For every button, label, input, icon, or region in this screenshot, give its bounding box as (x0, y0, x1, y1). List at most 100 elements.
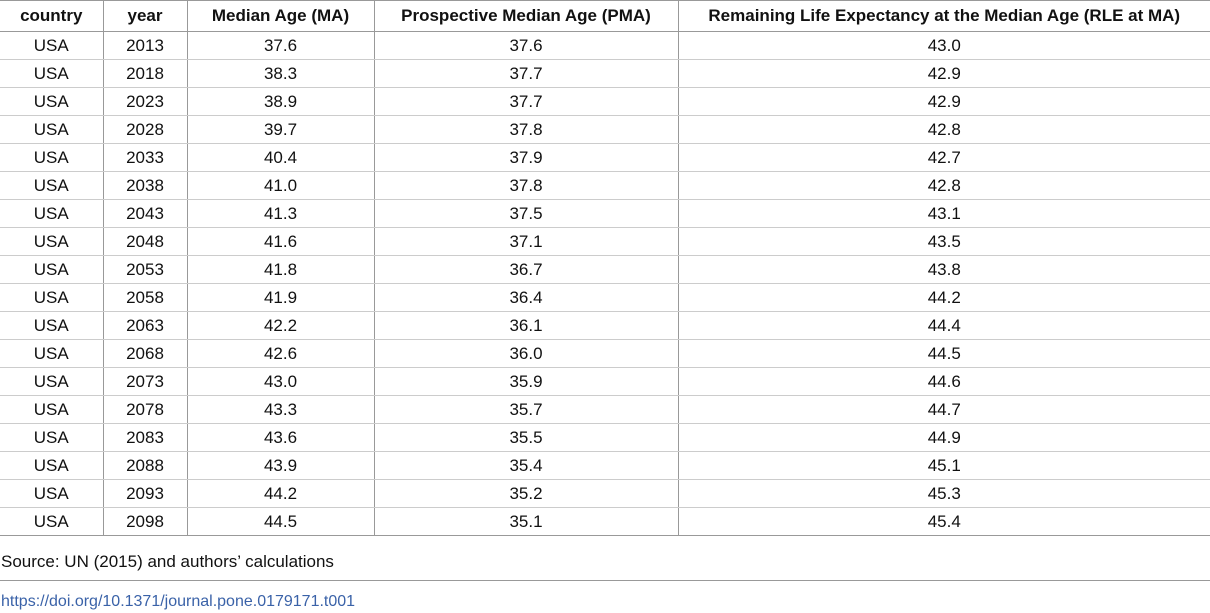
table-row: USA 2023 38.9 37.7 42.9 (0, 87, 1210, 116)
table-row: USA 2063 42.2 36.1 44.4 (0, 311, 1210, 340)
table-cell: 2068 (102, 339, 187, 368)
table-cell: 37.8 (373, 115, 678, 144)
table-row: USA 2033 40.4 37.9 42.7 (0, 143, 1210, 172)
table-cell: 37.7 (373, 87, 678, 116)
table-cell: 2038 (102, 171, 187, 200)
table-cell: 35.4 (373, 451, 678, 480)
table-cell: 39.7 (186, 115, 374, 144)
column-header: year (102, 0, 187, 32)
table-cell: 2028 (102, 115, 187, 144)
table-row: USA 2028 39.7 37.8 42.8 (0, 115, 1210, 144)
table-cell: 35.5 (373, 423, 678, 452)
column-header: country (0, 0, 103, 32)
table-cell: 2063 (102, 311, 187, 340)
table-cell: 2018 (102, 59, 187, 88)
table-cell: 44.5 (186, 507, 374, 536)
table-cell: 40.4 (186, 143, 374, 172)
table-cell: 42.7 (677, 143, 1210, 172)
table-cell: 35.9 (373, 367, 678, 396)
table-row: USA 2068 42.6 36.0 44.5 (0, 339, 1210, 368)
table-cell: 2083 (102, 423, 187, 452)
table-row: USA 2018 38.3 37.7 42.9 (0, 59, 1210, 88)
table-cell: 37.1 (373, 227, 678, 256)
table-cell: 44.2 (186, 479, 374, 508)
table-cell: 2093 (102, 479, 187, 508)
table-cell: 41.3 (186, 199, 374, 228)
table-cell: 2073 (102, 367, 187, 396)
table-cell: 42.8 (677, 115, 1210, 144)
table-cell: 42.9 (677, 59, 1210, 88)
table-cell: 44.2 (677, 283, 1210, 312)
table-cell: 43.9 (186, 451, 374, 480)
table-cell: 2078 (102, 395, 187, 424)
table-row: USA 2043 41.3 37.5 43.1 (0, 199, 1210, 228)
table-cell: 2013 (102, 31, 187, 60)
table-cell: 36.7 (373, 255, 678, 284)
table-cell: 42.8 (677, 171, 1210, 200)
table-cell: 43.1 (677, 199, 1210, 228)
table-cell: USA (0, 171, 103, 200)
table-cell: 2033 (102, 143, 187, 172)
column-header: Prospective Median Age (PMA) (373, 0, 678, 32)
table-row: USA 2083 43.6 35.5 44.9 (0, 423, 1210, 452)
table-cell: 35.1 (373, 507, 678, 536)
table-cell: USA (0, 227, 103, 256)
table-cell: 42.2 (186, 311, 374, 340)
table-cell: USA (0, 255, 103, 284)
column-header: Median Age (MA) (186, 0, 374, 32)
table-cell: 44.9 (677, 423, 1210, 452)
table-cell: 38.3 (186, 59, 374, 88)
header-row: country year Median Age (MA) Prospective Me… (0, 0, 1210, 32)
table-cell: 41.9 (186, 283, 374, 312)
table-cell: 43.0 (677, 31, 1210, 60)
table-cell: 42.9 (677, 87, 1210, 116)
table-cell: 43.6 (186, 423, 374, 452)
table-cell: USA (0, 31, 103, 60)
table-cell: USA (0, 367, 103, 396)
doi-link[interactable]: https://doi.org/10.1371/journal.pone.017… (1, 593, 356, 610)
data-table: country year Median Age (MA) Prospective Me… (0, 0, 1210, 536)
table-cell: 41.6 (186, 227, 374, 256)
table-cell: 43.5 (677, 227, 1210, 256)
table-row: USA 2093 44.2 35.2 45.3 (0, 479, 1210, 508)
table-row: USA 2058 41.9 36.4 44.2 (0, 283, 1210, 312)
table-cell: USA (0, 479, 103, 508)
table-cell: 45.1 (677, 451, 1210, 480)
table-cell: USA (0, 339, 103, 368)
table-cell: USA (0, 115, 103, 144)
table-cell: 44.7 (677, 395, 1210, 424)
table-cell: 37.6 (373, 31, 678, 60)
table-cell: USA (0, 87, 103, 116)
table-cell: 36.0 (373, 339, 678, 368)
table-cell: 41.8 (186, 255, 374, 284)
table-row: USA 2053 41.8 36.7 43.8 (0, 255, 1210, 284)
table-cell: 2098 (102, 507, 187, 536)
table-cell: 43.3 (186, 395, 374, 424)
table-cell: 43.0 (186, 367, 374, 396)
table-cell: 42.6 (186, 339, 374, 368)
table-cell: 37.9 (373, 143, 678, 172)
table-cell: 2043 (102, 199, 187, 228)
table-cell: USA (0, 283, 103, 312)
table-cell: USA (0, 199, 103, 228)
table-cell: 37.6 (186, 31, 374, 60)
table-cell: USA (0, 143, 103, 172)
table-body: USA 2013 37.6 37.6 43.0 USA 2018 38.3 37.7 42.9 US… (0, 31, 1210, 536)
table-cell: 37.7 (373, 59, 678, 88)
table-cell: USA (0, 507, 103, 536)
table-cell: USA (0, 311, 103, 340)
table-cell: 45.3 (677, 479, 1210, 508)
table-cell: 44.6 (677, 367, 1210, 396)
table-cell: 2088 (102, 451, 187, 480)
table-cell: 44.5 (677, 339, 1210, 368)
table-cell: USA (0, 451, 103, 480)
divider (0, 580, 1210, 581)
table-cell: USA (0, 395, 103, 424)
table-cell: 2053 (102, 255, 187, 284)
table-cell: 2023 (102, 87, 187, 116)
table-row: USA 2098 44.5 35.1 45.4 (0, 507, 1210, 536)
table-cell: 35.2 (373, 479, 678, 508)
table-cell: 37.8 (373, 171, 678, 200)
table-row: USA 2048 41.6 37.1 43.5 (0, 227, 1210, 256)
